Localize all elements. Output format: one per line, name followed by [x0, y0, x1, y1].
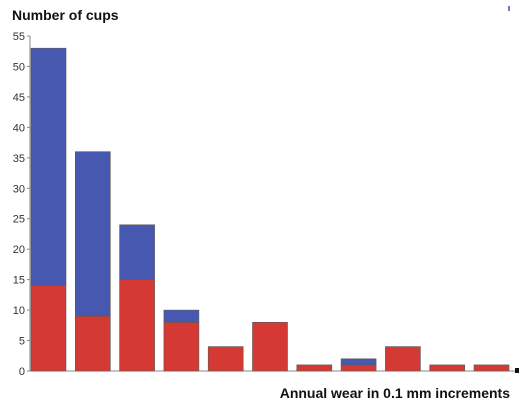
corner-mark	[508, 6, 510, 11]
bar-series-1-segment	[473, 364, 510, 372]
bar-series-1-segment	[119, 279, 155, 372]
y-tick-label: 55	[13, 31, 25, 43]
bar-series-1-segment	[429, 364, 466, 372]
y-tick-label: 20	[13, 244, 25, 256]
x-axis-label: Annual wear in 0.1 mm increments	[280, 385, 511, 401]
y-tick-label: 45	[13, 92, 25, 104]
y-tick-label: 40	[13, 122, 25, 134]
y-tick-label: 5	[19, 336, 25, 348]
y-tick-group: 0 5 10 15 20 25 30 35 40 45 50 55	[13, 31, 30, 378]
bar-series-1-segment	[30, 285, 67, 372]
y-axis-label: Number of cups	[12, 7, 119, 23]
bar-series-1-segment	[296, 364, 333, 372]
y-tick-label: 35	[13, 153, 25, 165]
bar-series-1-segment	[340, 364, 377, 372]
x-axis-end-marker	[515, 368, 519, 373]
y-tick-label: 0	[19, 366, 25, 378]
bar-series-1-segment	[163, 321, 200, 372]
y-tick-label: 10	[13, 305, 25, 317]
y-tick-label: 30	[13, 183, 25, 195]
y-tick-label: 50	[13, 62, 25, 74]
bar-series-1-segment	[207, 346, 244, 372]
bar-series-1-segment	[385, 346, 421, 372]
bar-series-2-segment	[163, 309, 200, 323]
bar-series-1-segment	[252, 321, 288, 372]
y-tick-label: 25	[13, 214, 25, 226]
bar-series-2-segment	[75, 151, 111, 317]
bar-group	[30, 47, 510, 372]
bar-series-2-segment	[119, 224, 155, 280]
bar-series-2-segment	[30, 47, 67, 287]
y-tick-label: 15	[13, 275, 25, 287]
bar-series-1-segment	[75, 315, 111, 372]
bar-series-2-segment	[340, 358, 377, 366]
